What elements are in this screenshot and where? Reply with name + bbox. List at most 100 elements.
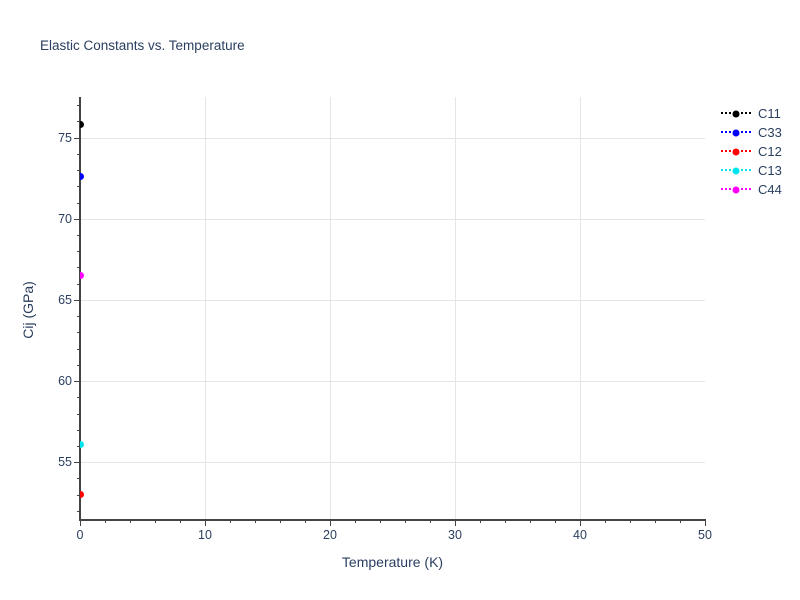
x-major-tick-20 xyxy=(330,519,331,526)
gridline-x-30 xyxy=(455,97,456,519)
y-minor-tick-63 xyxy=(77,332,80,334)
x-major-tick-40 xyxy=(580,519,581,526)
legend-sample-C44 xyxy=(721,185,751,194)
x-major-tick-0 xyxy=(80,519,81,526)
data-point-C11[interactable] xyxy=(80,121,84,129)
y-minor-tick-69 xyxy=(77,234,80,236)
y-minor-tick-58 xyxy=(77,413,80,415)
x-tick-label-10: 10 xyxy=(198,528,212,542)
x-major-tick-10 xyxy=(205,519,206,526)
y-minor-tick-71 xyxy=(77,202,80,204)
y-major-tick-60 xyxy=(74,381,80,383)
x-minor-tick-38 xyxy=(555,519,556,523)
gridline-y-70 xyxy=(80,218,705,220)
x-tick-label-40: 40 xyxy=(573,528,587,542)
gridline-y-65 xyxy=(80,299,705,301)
legend-marker-icon xyxy=(732,167,740,174)
legend-marker-icon xyxy=(732,110,740,117)
data-point-C12[interactable] xyxy=(80,491,84,499)
x-tick-label-20: 20 xyxy=(323,528,337,542)
y-minor-tick-77 xyxy=(77,105,80,107)
gridline-y-55 xyxy=(80,462,705,464)
y-minor-tick-62 xyxy=(77,348,80,350)
x-minor-tick-2 xyxy=(105,519,106,523)
legend-label-C11: C11 xyxy=(758,106,781,121)
y-axis-title: Cij (GPa) xyxy=(20,281,36,339)
legend-item-C12[interactable]: C12 xyxy=(721,142,782,161)
x-axis-title: Temperature (K) xyxy=(341,554,444,570)
y-tick-label-70: 70 xyxy=(58,211,72,226)
x-tick-label-0: 0 xyxy=(76,528,84,542)
x-minor-tick-16 xyxy=(280,519,281,523)
legend-marker-icon xyxy=(732,148,740,155)
x-minor-tick-8 xyxy=(180,519,181,523)
legend-marker-icon xyxy=(732,129,740,136)
y-tick-label-55: 55 xyxy=(58,455,72,470)
x-minor-tick-6 xyxy=(155,519,156,523)
x-minor-tick-44 xyxy=(630,519,631,523)
legend-item-C44[interactable]: C44 xyxy=(721,180,782,199)
x-tick-label-30: 30 xyxy=(448,528,462,542)
data-point-C13[interactable] xyxy=(80,440,84,448)
y-tick-label-65: 65 xyxy=(58,292,72,307)
gridline-y-75 xyxy=(80,137,705,139)
y-major-tick-55 xyxy=(74,462,80,464)
x-minor-tick-32 xyxy=(480,519,481,523)
legend-label-C44: C44 xyxy=(758,182,782,197)
legend-sample-C11 xyxy=(721,109,751,118)
data-point-C44[interactable] xyxy=(80,272,84,280)
legend-label-C13: C13 xyxy=(758,163,782,178)
gridline-x-20 xyxy=(330,97,331,519)
y-minor-tick-59 xyxy=(77,397,80,399)
legend-item-C11[interactable]: C11 xyxy=(721,104,782,123)
y-minor-tick-57 xyxy=(77,429,80,431)
x-minor-tick-48 xyxy=(680,519,681,523)
points-layer xyxy=(80,97,705,519)
y-minor-tick-68 xyxy=(77,251,80,253)
y-minor-tick-76 xyxy=(77,121,80,123)
x-minor-tick-4 xyxy=(130,519,131,523)
x-minor-tick-42 xyxy=(605,519,606,523)
y-major-tick-65 xyxy=(74,299,80,301)
y-major-tick-70 xyxy=(74,218,80,220)
x-major-tick-50 xyxy=(705,519,706,526)
legend-sample-C13 xyxy=(721,166,751,175)
legend-sample-C12 xyxy=(721,147,751,156)
legend: C11 C33 C12 C13 C44 xyxy=(721,104,782,199)
y-minor-tick-56 xyxy=(77,445,80,447)
y-minor-tick-53 xyxy=(77,494,80,496)
x-minor-tick-12 xyxy=(230,519,231,523)
legend-label-C33: C33 xyxy=(758,125,782,140)
y-minor-tick-72 xyxy=(77,186,80,188)
legend-item-C33[interactable]: C33 xyxy=(721,123,782,142)
x-minor-tick-36 xyxy=(530,519,531,523)
x-major-tick-30 xyxy=(455,519,456,526)
x-minor-tick-14 xyxy=(255,519,256,523)
x-minor-tick-34 xyxy=(505,519,506,523)
y-axis-line xyxy=(79,97,81,521)
y-tick-label-60: 60 xyxy=(58,374,72,389)
x-minor-tick-18 xyxy=(305,519,306,523)
y-minor-tick-61 xyxy=(77,364,80,366)
y-tick-label-75: 75 xyxy=(58,130,72,145)
x-minor-tick-24 xyxy=(380,519,381,523)
y-minor-tick-74 xyxy=(77,153,80,155)
y-major-tick-75 xyxy=(74,137,80,139)
y-minor-tick-64 xyxy=(77,316,80,318)
legend-marker-icon xyxy=(732,186,740,193)
gridline-x-10 xyxy=(205,97,206,519)
gridline-x-40 xyxy=(580,97,581,519)
data-point-C33[interactable] xyxy=(80,173,84,181)
y-minor-tick-52 xyxy=(77,510,80,512)
y-minor-tick-54 xyxy=(77,478,80,480)
gridline-y-60 xyxy=(80,381,705,383)
x-tick-label-50: 50 xyxy=(698,528,712,542)
legend-item-C13[interactable]: C13 xyxy=(721,161,782,180)
legend-label-C12: C12 xyxy=(758,144,782,159)
x-axis-line xyxy=(79,519,706,521)
y-minor-tick-67 xyxy=(77,267,80,269)
plot-area[interactable]: 55 60 65 70 75 0 10 20 30 40 50 xyxy=(58,97,712,542)
y-minor-tick-73 xyxy=(77,170,80,172)
x-minor-tick-46 xyxy=(655,519,656,523)
